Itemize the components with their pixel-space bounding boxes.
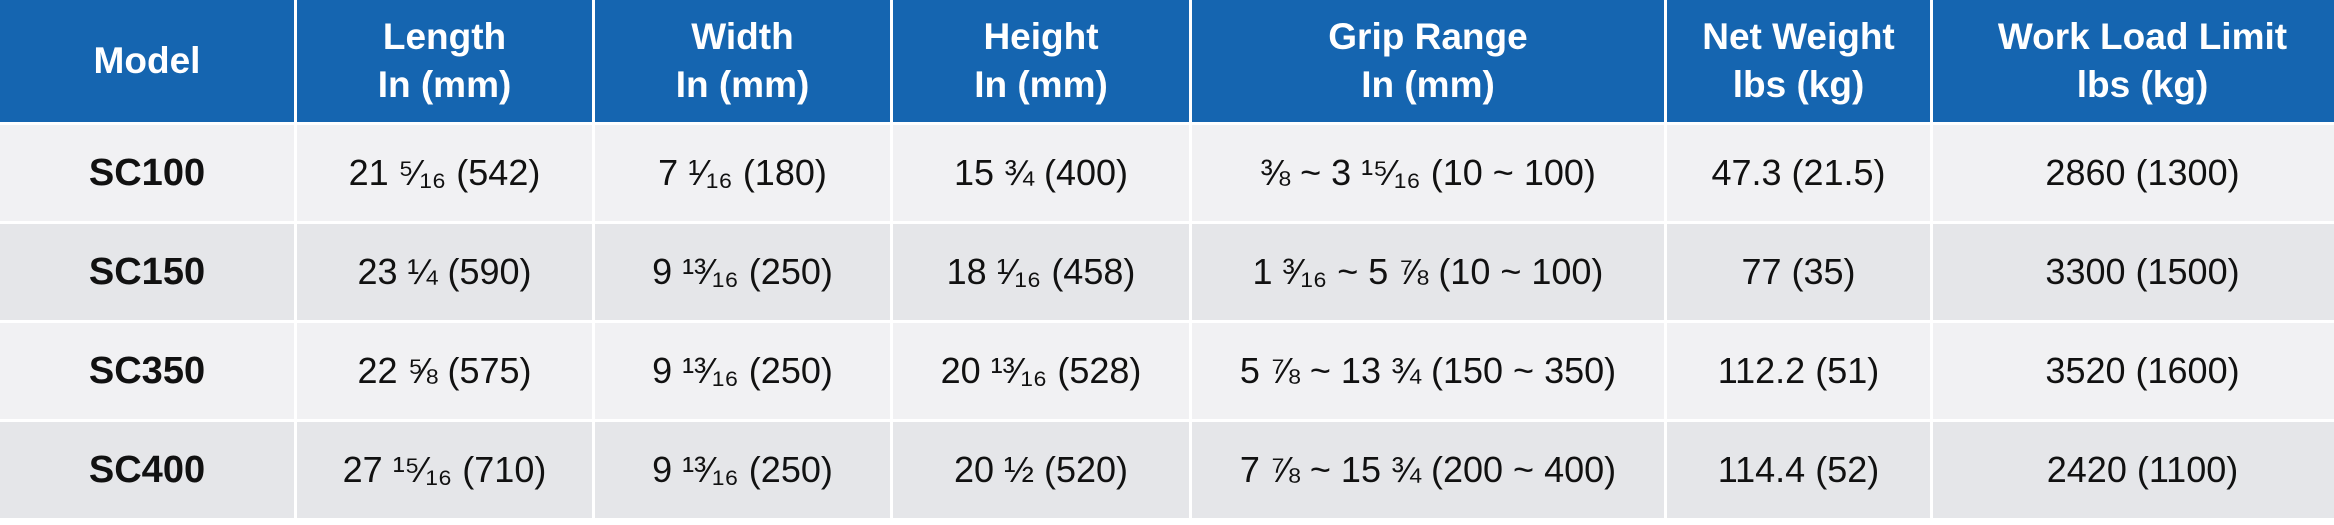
header-cell: Width In (mm) bbox=[595, 0, 890, 122]
data-cell: ⅜ ~ 3 ¹⁵⁄₁₆ (10 ~ 100) bbox=[1192, 125, 1664, 221]
model-cell: SC100 bbox=[0, 125, 294, 221]
table-row: SC150 23 ¼ (590) 9 ¹³⁄₁₆ (250) 18 ¹⁄₁₆ (458… bbox=[0, 224, 2334, 320]
data-cell: 77 (35) bbox=[1667, 224, 1930, 320]
data-cell: 2420 (1100) bbox=[1933, 422, 2334, 518]
data-cell: 20 ¹³⁄₁₆ (528) bbox=[893, 323, 1189, 419]
header-line: Width bbox=[691, 16, 794, 57]
table-row: SC400 27 ¹⁵⁄₁₆ (710) 9 ¹³⁄₁₆ (250) 20 ½ (52… bbox=[0, 422, 2334, 518]
model-cell: SC400 bbox=[0, 422, 294, 518]
header-cell: Height In (mm) bbox=[893, 0, 1189, 122]
header-line: Height bbox=[983, 16, 1099, 57]
data-cell: 21 ⁵⁄₁₆ (542) bbox=[297, 125, 592, 221]
data-cell: 3300 (1500) bbox=[1933, 224, 2334, 320]
header-cell: Grip Range In (mm) bbox=[1192, 0, 1664, 122]
data-cell: 20 ½ (520) bbox=[893, 422, 1189, 518]
header-line: In (mm) bbox=[974, 64, 1108, 105]
data-cell: 112.2 (51) bbox=[1667, 323, 1930, 419]
data-cell: 7 ¹⁄₁₆ (180) bbox=[595, 125, 890, 221]
data-cell: 3520 (1600) bbox=[1933, 323, 2334, 419]
header-line: In (mm) bbox=[377, 64, 512, 105]
data-cell: 5 ⅞ ~ 13 ¾ (150 ~ 350) bbox=[1192, 323, 1664, 419]
data-cell: 22 ⅝ (575) bbox=[297, 323, 592, 419]
header-line: In (mm) bbox=[1361, 64, 1495, 105]
header-line: lbs (kg) bbox=[2076, 64, 2209, 105]
data-cell: 7 ⅞ ~ 15 ¾ (200 ~ 400) bbox=[1192, 422, 1664, 518]
header-cell: Model bbox=[0, 0, 294, 122]
table-row: SC350 22 ⅝ (575) 9 ¹³⁄₁₆ (250) 20 ¹³⁄₁₆ (52… bbox=[0, 323, 2334, 419]
header-line: Grip Range bbox=[1328, 16, 1528, 57]
header-cell: Work Load Limit lbs (kg) bbox=[1933, 0, 2334, 122]
data-cell: 18 ¹⁄₁₆ (458) bbox=[893, 224, 1189, 320]
data-cell: 114.4 (52) bbox=[1667, 422, 1930, 518]
data-cell: 23 ¼ (590) bbox=[297, 224, 592, 320]
header-row: Model Length In (mm) Width In (mm) Height In (… bbox=[0, 0, 2334, 122]
data-cell: 9 ¹³⁄₁₆ (250) bbox=[595, 422, 890, 518]
data-cell: 1 ³⁄₁₆ ~ 5 ⅞ (10 ~ 100) bbox=[1192, 224, 1664, 320]
data-cell: 9 ¹³⁄₁₆ (250) bbox=[595, 224, 890, 320]
data-cell: 9 ¹³⁄₁₆ (250) bbox=[595, 323, 890, 419]
data-cell: 15 ¾ (400) bbox=[893, 125, 1189, 221]
header-line: lbs (kg) bbox=[1732, 64, 1865, 105]
header-line: In (mm) bbox=[675, 64, 810, 105]
header-line: Model bbox=[93, 40, 201, 81]
header-line: Net Weight bbox=[1702, 16, 1895, 57]
header-line: Length bbox=[382, 16, 507, 57]
model-cell: SC350 bbox=[0, 323, 294, 419]
model-cell: SC150 bbox=[0, 224, 294, 320]
data-cell: 27 ¹⁵⁄₁₆ (710) bbox=[297, 422, 592, 518]
header-cell: Length In (mm) bbox=[297, 0, 592, 122]
header-line: Work Load Limit bbox=[1997, 16, 2288, 57]
data-cell: 47.3 (21.5) bbox=[1667, 125, 1930, 221]
header-cell: Net Weight lbs (kg) bbox=[1667, 0, 1930, 122]
table-row: SC100 21 ⁵⁄₁₆ (542) 7 ¹⁄₁₆ (180) 15 ¾ (400)… bbox=[0, 125, 2334, 221]
data-cell: 2860 (1300) bbox=[1933, 125, 2334, 221]
table-body: SC100 21 ⁵⁄₁₆ (542) 7 ¹⁄₁₆ (180) 15 ¾ (400)… bbox=[0, 125, 2334, 518]
